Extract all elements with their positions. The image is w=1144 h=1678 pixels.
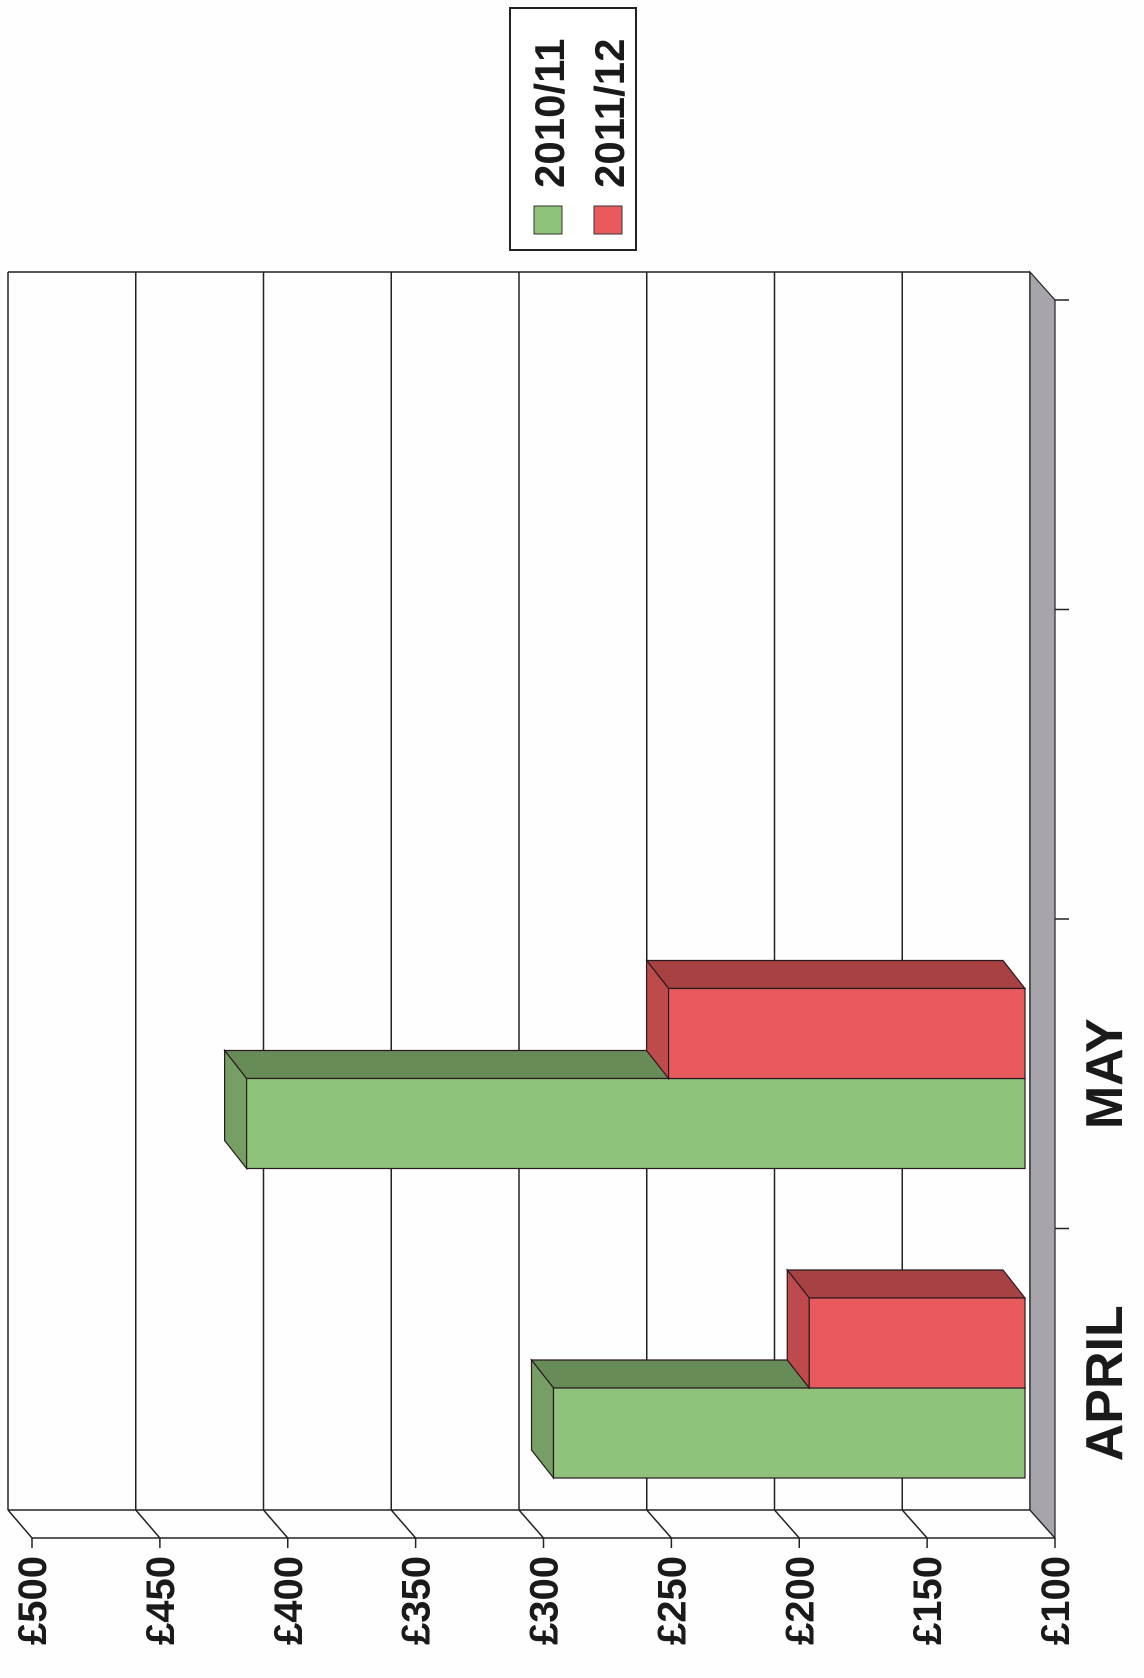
bar <box>645 958 1027 1081</box>
value-tick-label: £300 <box>523 1556 567 1645</box>
bar-front-face <box>667 987 1026 1080</box>
value-tick-label: £200 <box>778 1556 822 1645</box>
value-tick-label: £250 <box>650 1556 694 1645</box>
legend-label: 2011/12 <box>586 38 633 188</box>
gridline-depth <box>773 1509 800 1539</box>
category-label: APRIL <box>1076 1305 1134 1461</box>
legend: 2010/11 2011/12 <box>509 7 637 251</box>
bar-top-face <box>786 1269 1027 1299</box>
legend-label: 2010/11 <box>526 38 573 188</box>
bar-front-face <box>808 1297 1026 1389</box>
gridline-depth <box>7 1509 33 1539</box>
value-tick-label: £150 <box>906 1556 950 1645</box>
value-tick-label: £350 <box>395 1556 439 1645</box>
value-tick-label: £450 <box>139 1556 183 1645</box>
gridline-depth <box>901 1509 928 1539</box>
bars-layer <box>223 958 1027 1480</box>
bar-top-face <box>645 959 1027 990</box>
category-axis-floor <box>1029 270 1056 1540</box>
gridline-depth <box>262 1509 289 1539</box>
value-tick-label: £100 <box>1034 1556 1078 1645</box>
bar-front-face <box>246 1077 1026 1170</box>
legend-swatch <box>533 205 563 235</box>
legend-swatch <box>593 205 623 235</box>
gridline-depth <box>135 1509 161 1539</box>
ticks-layer: £100 £150 £200 £250 £300 £350 £400 £450 £500 APRI… <box>11 299 1134 1645</box>
value-tick-label: £500 <box>11 1556 55 1645</box>
floor-layer <box>1029 270 1056 1540</box>
bar <box>786 1268 1027 1390</box>
gridline-depth <box>646 1509 672 1539</box>
value-tick-label: £400 <box>267 1556 311 1645</box>
gridline-depth <box>390 1509 417 1539</box>
bar-front-face <box>552 1387 1026 1479</box>
category-label: MAY <box>1076 1018 1134 1129</box>
bar <box>223 1048 1027 1171</box>
gridline-depth <box>518 1509 545 1539</box>
